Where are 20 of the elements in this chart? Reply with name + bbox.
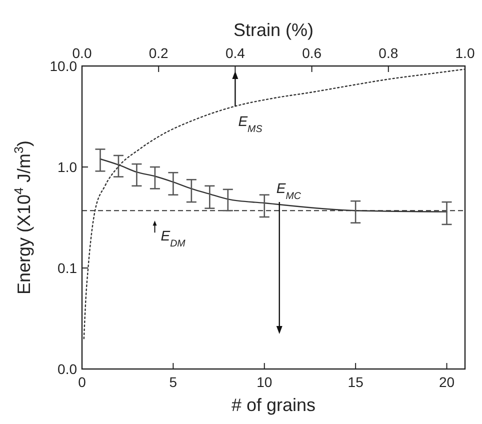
y-tick-label: 0.1 — [58, 260, 78, 276]
x-tick-label: 5 — [169, 374, 178, 390]
x-tick-label: 0 — [78, 374, 86, 390]
series-label: E$_{MC}$ — [276, 180, 302, 202]
x-axis-title: # of grains — [231, 395, 316, 415]
y-tick-label: 10.0 — [50, 58, 78, 74]
series-label: E$_{MS}$ — [238, 113, 263, 135]
x2-tick-label: 0.4 — [225, 45, 246, 61]
x2-tick-label: 1.0 — [455, 45, 475, 61]
x2-tick-label: 0.0 — [72, 45, 92, 61]
x2-tick-label: 0.6 — [302, 45, 322, 61]
y-tick-label: 0.0 — [58, 361, 78, 377]
y-tick-label: 1.0 — [58, 159, 78, 175]
x2-tick-label: 0.2 — [148, 45, 169, 61]
x-tick-label: 15 — [348, 374, 364, 390]
ref-line-label: E$_{DM}$ — [160, 228, 186, 250]
x2-tick-label: 0.8 — [378, 45, 398, 61]
x-tick-label: 20 — [438, 374, 455, 390]
x2-axis-title: Strain (%) — [233, 20, 314, 40]
x-tick-label: 10 — [256, 374, 272, 390]
